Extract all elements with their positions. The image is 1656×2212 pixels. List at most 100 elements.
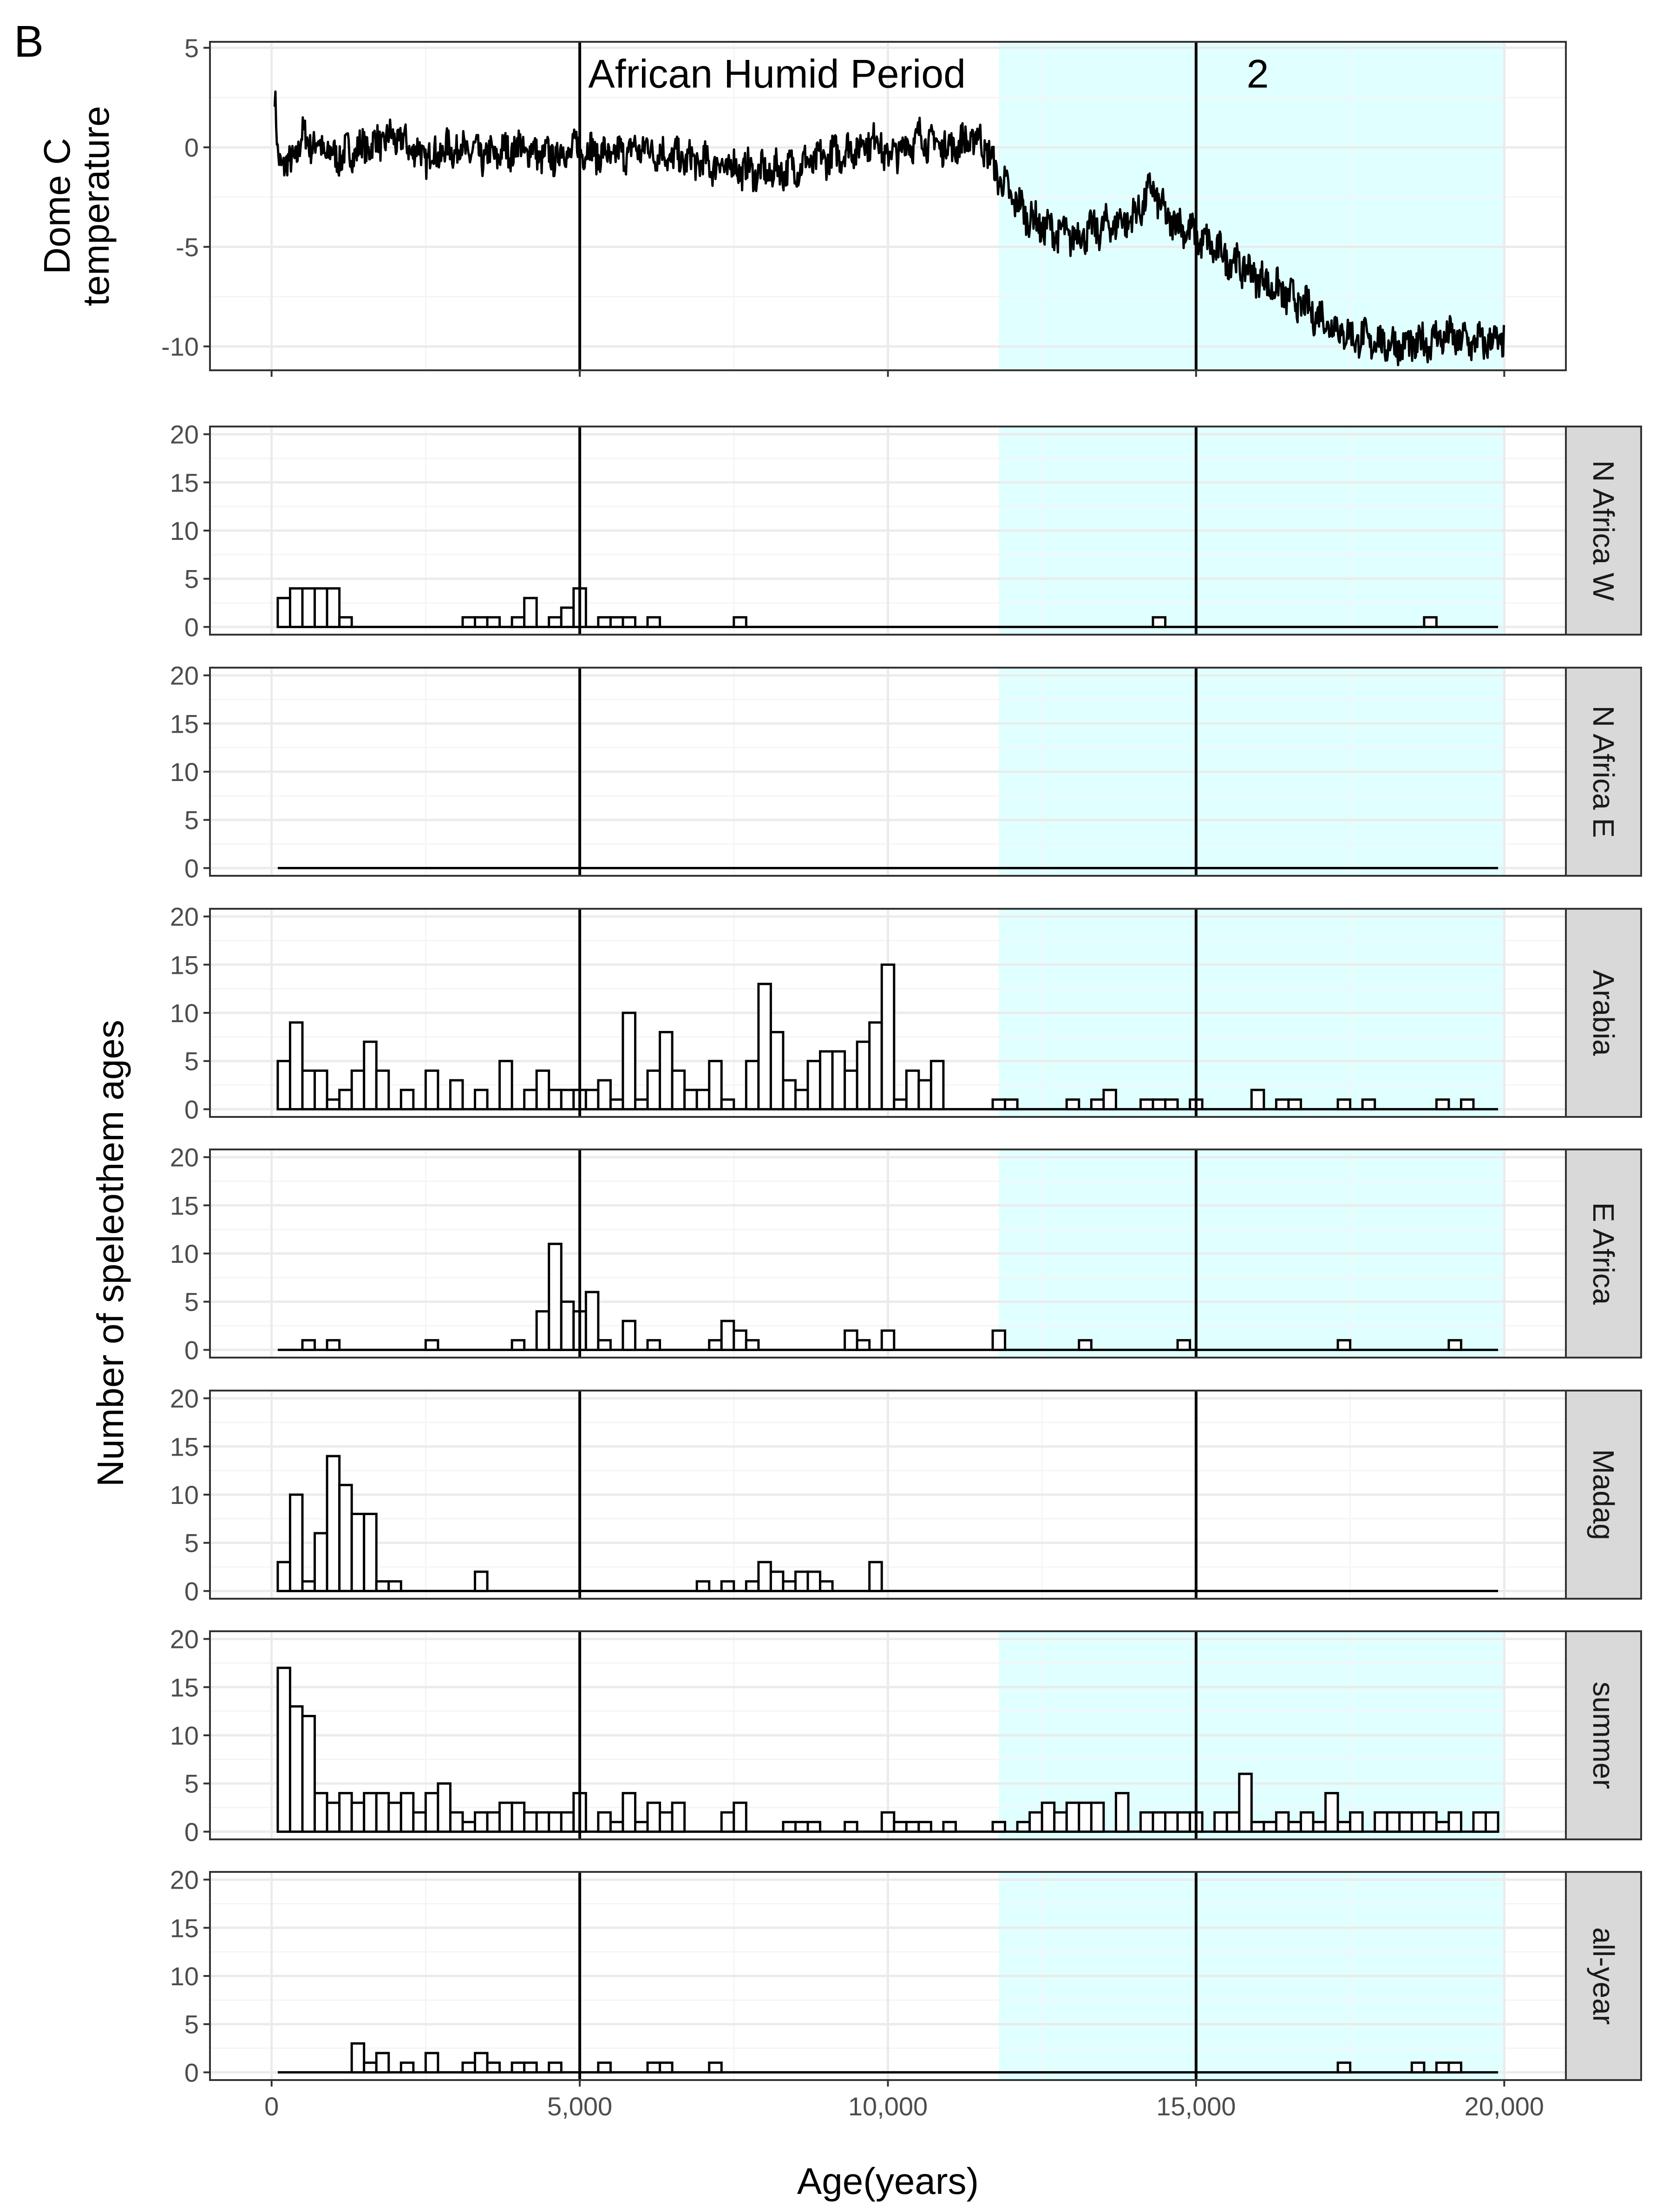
facet-n-africa-e-strip [1565,667,1642,877]
histogram-bar [991,1329,1007,1351]
histogram-bar [387,1801,402,1833]
histogram-bar [474,1570,489,1592]
histogram-bar [1287,1821,1302,1833]
histogram-bar [733,1329,747,1351]
histogram-bar [1336,1339,1352,1351]
temperature-line [273,90,1505,367]
panel-tag: B [14,17,44,66]
histogram-bar [301,587,316,628]
facet-all-year: 0 5 10 15 20 all-year [170,1865,1642,2087]
histogram-bar [1275,1811,1290,1833]
x-axis-title: Age(years) [797,2160,979,2202]
histogram-bar [350,1801,366,1833]
histogram-bar [991,1821,1007,1833]
histogram-bar [511,1339,526,1351]
facet-arabia-ytick-label: 10 [170,998,199,1028]
histogram-bar [1447,1339,1462,1351]
histogram-bar [314,1532,328,1592]
histogram-bar [424,1792,439,1833]
histogram-bar [1349,1811,1364,1833]
histogram-bar [1016,1821,1031,1833]
histogram-bar [720,1319,735,1351]
histogram-bar [449,1811,464,1833]
histogram-bar [314,1792,328,1833]
histogram-bar [1423,1811,1438,1833]
temperature-ytick-label: -10 [161,332,199,361]
histogram-bar [597,1339,612,1351]
histogram-bar [1176,1811,1191,1833]
histogram-bar [609,1821,624,1833]
histogram-bar [301,1580,316,1592]
histogram-bar [560,1089,575,1110]
histogram-bar [880,963,896,1110]
histogram-bar [548,1242,563,1351]
histogram-bar [1164,1098,1179,1110]
histogram-bar [942,1821,957,1833]
histogram-bar [659,1031,674,1110]
histogram-bar [1410,1811,1426,1833]
histogram-bar [782,1821,797,1833]
facet-n-africa-e-ytick-label: 20 [170,661,199,690]
histogram-bar [1225,1811,1241,1833]
histogram-bar [1447,2061,1462,2074]
histogram-bar [276,1561,291,1592]
temperature-axis-title: Dome Ctemperature [36,106,117,306]
histogram-bar [708,1060,723,1110]
histogram-bar [288,1021,304,1110]
histogram-bar [511,2061,526,2074]
histogram-bar [535,1811,550,1833]
histogram-bar [646,2061,661,2074]
histogram-bar [560,1811,575,1833]
facet-e-africa: 0 5 10 15 20 E Africa [170,1143,1642,1365]
histogram-bar [363,1512,378,1592]
histogram-bar [683,1089,698,1110]
x-tick-label: 5,000 [547,2092,612,2121]
facet-summer-ytick-label: 15 [170,1673,199,1702]
facet-e-africa-ytick-label: 15 [170,1191,199,1220]
histogram-bar [1435,2061,1450,2074]
histogram-bar [844,1329,858,1351]
histogram-bar [1336,2061,1352,2074]
histogram-bar [819,1050,834,1110]
facet-all-year-ytick-label: 5 [184,2010,199,2039]
facet-e-africa-ytick-label: 5 [184,1287,199,1317]
histogram-bar [474,2052,489,2074]
histogram-bar [917,1079,932,1110]
histogram-bar [745,1060,760,1110]
histogram-bar [708,1339,723,1351]
histogram-bar [609,616,624,628]
period-2-label: 2 [1247,52,1269,97]
histogram-bar [523,2061,538,2074]
histogram-bar [905,1821,920,1833]
histogram-bar [844,1069,858,1110]
histogram-bar [1423,616,1438,628]
histogram-bar [991,1098,1007,1110]
facet-all-year-ytick-label: 0 [184,2058,199,2087]
histogram-bar [387,1580,402,1592]
histogram-bar [535,1069,550,1110]
histogram-bar [560,1300,575,1351]
histogram-bar [474,1089,489,1110]
histogram-bar [1139,1811,1154,1833]
histogram-bar [622,1011,637,1110]
histogram-bar [1065,1098,1080,1110]
histogram-bar [523,1089,538,1110]
histogram-bar [597,1811,612,1833]
african-humid-period-label: African Humid Period [588,52,966,97]
histogram-bar [338,1483,353,1592]
histogram-bar [338,1792,353,1833]
histogram-bar [1299,1811,1315,1833]
histogram-bar [548,616,563,628]
histogram-bar [326,1455,341,1592]
histogram-bar [1028,1811,1043,1833]
histogram-bar [1152,616,1167,628]
histogram-bar [720,1098,735,1110]
histogram-bar [782,1580,797,1592]
histogram-bar [363,1040,378,1110]
histogram-bar [1090,1098,1105,1110]
histogram-bar [1336,1098,1352,1110]
histogram-bar [1213,1811,1228,1833]
dome-c-temperature-panel: 5 0 -5 -10 African Humid Period 2 Dome Ctemper… [36,33,1567,377]
histogram-bar [1238,1772,1253,1833]
x-tick-label: 15,000 [1156,2092,1236,2121]
